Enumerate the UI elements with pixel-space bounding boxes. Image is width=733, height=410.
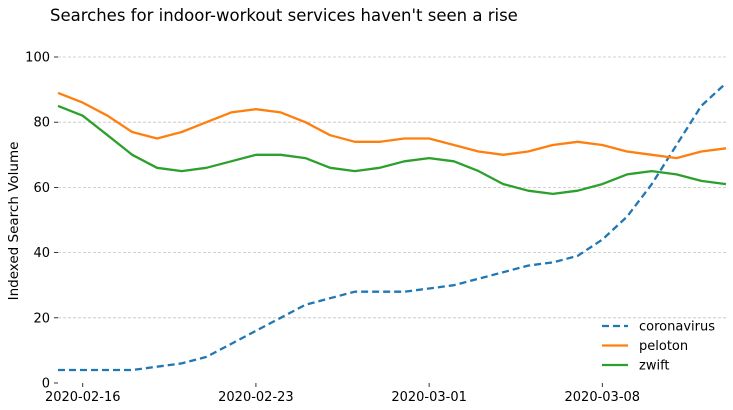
x-axis-ticks: 2020-02-16 2020-02-23 2020-03-01 2020-03-08 (45, 383, 640, 405)
y-axis-ticks: 0 20 40 60 80 100 (25, 51, 58, 392)
series-line-coronavirus (58, 82, 727, 372)
series-line-zwift (57, 104, 727, 196)
series-lines (57, 82, 727, 372)
x-tick-label-2020-02-16: 2020-02-16 (45, 390, 121, 405)
legend-label-coronavirus: coronavirus (639, 320, 715, 335)
y-tick-label-80: 80 (33, 116, 50, 131)
x-tick-label-2020-03-01: 2020-03-01 (391, 390, 467, 405)
x-tick-label-2020-02-23: 2020-02-23 (218, 390, 294, 405)
y-axis-label: Indexed Search Volume (6, 142, 22, 301)
x-tick-label-2020-03-08: 2020-03-08 (565, 390, 641, 405)
y-tick-label-20: 20 (33, 311, 50, 326)
legend: coronavirus peloton zwift (602, 320, 715, 374)
y-tick-label-100: 100 (25, 51, 50, 66)
legend-label-peloton: peloton (639, 339, 688, 354)
y-tick-label-40: 40 (33, 246, 50, 261)
gridlines (58, 56, 726, 319)
y-tick-label-60: 60 (33, 181, 50, 196)
y-tick-label-0: 0 (42, 377, 50, 392)
legend-label-zwift: zwift (639, 359, 670, 374)
series-line-peloton (57, 91, 727, 160)
chart-title: Searches for indoor-workout services hav… (50, 6, 518, 25)
